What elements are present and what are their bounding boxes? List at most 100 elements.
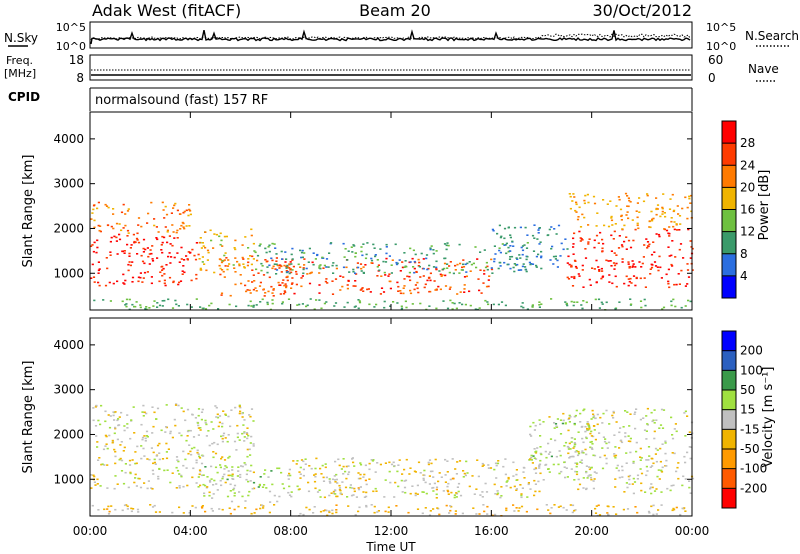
power-cell bbox=[388, 255, 391, 257]
power-cell bbox=[661, 210, 664, 213]
velocity-cell bbox=[479, 494, 482, 496]
velocity-cell bbox=[568, 442, 571, 445]
velocity-cell bbox=[374, 487, 377, 490]
velocity-cell bbox=[661, 443, 664, 445]
power-cell bbox=[255, 290, 258, 292]
velocity-cell bbox=[615, 421, 618, 423]
velocity-cell bbox=[229, 512, 232, 515]
power-cell bbox=[286, 266, 290, 269]
power-cell bbox=[318, 265, 321, 267]
velocity-cell bbox=[97, 509, 100, 511]
power-cell bbox=[678, 215, 682, 217]
power-cell bbox=[219, 273, 222, 276]
velocity-cell bbox=[585, 465, 588, 467]
power-colorbar-tick-label: 24 bbox=[740, 158, 755, 172]
velocity-cell bbox=[388, 461, 391, 464]
power-cell bbox=[580, 304, 583, 306]
power-cell bbox=[108, 281, 111, 284]
velocity-cell bbox=[249, 442, 252, 444]
power-cell bbox=[218, 258, 221, 260]
power-cell bbox=[93, 219, 96, 222]
power-frame bbox=[89, 111, 693, 311]
power-cell bbox=[656, 208, 659, 210]
power-cell bbox=[668, 208, 672, 210]
power-cell bbox=[612, 238, 615, 240]
velocity-cell bbox=[146, 487, 149, 490]
power-cell bbox=[118, 233, 121, 236]
power-cell bbox=[181, 273, 184, 275]
power-cell bbox=[614, 275, 617, 278]
power-cell bbox=[234, 283, 237, 286]
power-cell bbox=[560, 242, 563, 245]
power-cell bbox=[492, 229, 495, 232]
velocity-cell bbox=[122, 450, 125, 452]
power-cell bbox=[610, 250, 613, 252]
velocity-cell bbox=[210, 465, 213, 468]
power-cell bbox=[268, 250, 271, 253]
power-cell bbox=[680, 269, 683, 272]
power-cell bbox=[461, 303, 464, 306]
power-cell bbox=[261, 265, 264, 267]
power-cell bbox=[411, 257, 414, 260]
velocity-cell bbox=[324, 509, 327, 511]
power-cell bbox=[300, 285, 303, 288]
velocity-cell bbox=[236, 424, 239, 427]
velocity-cell bbox=[647, 510, 651, 513]
power-cell bbox=[445, 248, 448, 251]
power-colorbar-tick-label: 8 bbox=[740, 247, 748, 261]
power-cell bbox=[521, 249, 525, 252]
power-cell bbox=[384, 261, 388, 263]
power-cell bbox=[175, 231, 178, 234]
power-cell bbox=[221, 245, 224, 247]
power-cell bbox=[99, 225, 102, 227]
velocity-cell bbox=[338, 484, 341, 487]
power-cell bbox=[128, 298, 131, 301]
power-cell bbox=[96, 239, 99, 242]
power-cell bbox=[433, 280, 436, 282]
velocity-cell bbox=[245, 473, 248, 476]
velocity-cell bbox=[658, 427, 661, 429]
power-cell bbox=[602, 242, 605, 245]
velocity-cell bbox=[640, 472, 644, 475]
power-cell bbox=[95, 251, 98, 254]
power-cell bbox=[614, 223, 617, 225]
power-cell bbox=[354, 255, 357, 258]
power-cell bbox=[198, 241, 201, 244]
velocity-colorbar-tick-label: 50 bbox=[740, 383, 755, 397]
power-cell bbox=[397, 285, 400, 288]
velocity-cell bbox=[287, 478, 290, 480]
velocity-cell bbox=[403, 480, 406, 482]
velocity-cell bbox=[387, 506, 390, 509]
velocity-cell bbox=[569, 448, 572, 450]
velocity-cell bbox=[438, 513, 441, 516]
power-cell bbox=[247, 261, 250, 264]
power-cell bbox=[668, 235, 671, 237]
power-cell bbox=[301, 256, 304, 259]
power-cell bbox=[132, 233, 135, 236]
power-cell bbox=[397, 290, 400, 292]
power-cell bbox=[570, 266, 573, 268]
power-cell bbox=[532, 250, 536, 252]
velocity-cell bbox=[586, 429, 589, 432]
power-cell bbox=[104, 203, 107, 206]
power-cell bbox=[218, 264, 221, 267]
power-cell bbox=[588, 238, 591, 240]
power-cell bbox=[164, 284, 167, 287]
power-cell bbox=[97, 269, 100, 272]
power-cell bbox=[275, 269, 279, 271]
power-cell bbox=[503, 237, 506, 240]
power-cell bbox=[172, 280, 175, 283]
velocity-cell bbox=[427, 463, 430, 466]
velocity-cell bbox=[567, 429, 570, 432]
velocity-cell bbox=[538, 419, 541, 421]
power-cell bbox=[303, 252, 306, 254]
power-cell bbox=[220, 294, 223, 296]
power-cell bbox=[429, 247, 432, 249]
power-cell bbox=[412, 266, 415, 268]
velocity-cell bbox=[190, 447, 194, 450]
power-cell bbox=[163, 282, 166, 285]
power-cell bbox=[282, 292, 286, 295]
velocity-cell bbox=[550, 507, 553, 509]
power-cell bbox=[96, 207, 99, 210]
